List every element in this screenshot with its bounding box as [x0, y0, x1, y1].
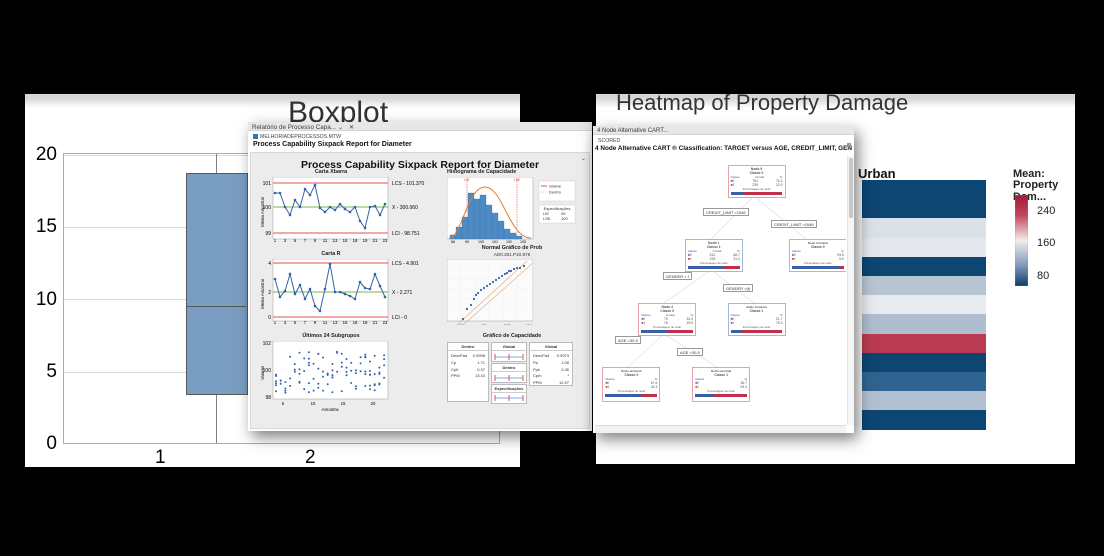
svg-text:18: 18 [353, 320, 358, 325]
svg-text:LCI - 0: LCI - 0 [392, 315, 407, 321]
svg-text:LIE: LIE [464, 178, 470, 182]
svg-text:15: 15 [343, 320, 348, 325]
svg-text:101: 101 [263, 181, 272, 187]
svg-text:15: 15 [341, 401, 346, 406]
svg-text:X - 2.271: X - 2.271 [392, 290, 413, 296]
svg-text:Dentro: Dentro [549, 190, 562, 195]
svg-text:100: 100 [504, 323, 511, 325]
svg-text:66: 66 [451, 240, 455, 243]
svg-text:X - 300.060: X - 300.060 [392, 205, 418, 211]
svg-text:Média Amostral: Média Amostral [261, 197, 265, 227]
svg-text:102: 102 [506, 240, 512, 243]
svg-text:4: 4 [268, 261, 271, 267]
svg-text:104: 104 [526, 323, 533, 325]
svg-text:23: 23 [383, 238, 388, 243]
svg-text:19: 19 [363, 320, 368, 325]
svg-text:15: 15 [343, 238, 348, 243]
svg-text:LCS - 4.901: LCS - 4.901 [392, 261, 419, 267]
svg-text:98: 98 [265, 395, 271, 401]
svg-text:11: 11 [323, 238, 328, 243]
svg-text:100: 100 [561, 216, 568, 221]
svg-text:LCS - 101.370: LCS - 101.370 [392, 181, 424, 187]
svg-text:LSE: LSE [514, 178, 521, 182]
svg-text:5: 5 [282, 401, 285, 406]
svg-text:Amostra: Amostra [321, 407, 339, 411]
svg-text:98: 98 [482, 323, 487, 325]
svg-text:Valores: Valores [261, 366, 265, 380]
svg-text:Média Amostral: Média Amostral [261, 279, 265, 309]
svg-text:100: 100 [478, 240, 484, 243]
svg-text:18: 18 [353, 238, 358, 243]
svg-text:99: 99 [265, 231, 271, 237]
svg-text:21: 21 [373, 238, 378, 243]
svg-text:96: 96 [459, 323, 464, 325]
svg-text:102: 102 [263, 341, 272, 347]
svg-text:11: 11 [323, 320, 328, 325]
svg-text:105: 105 [520, 240, 526, 243]
svg-text:99: 99 [465, 240, 469, 243]
svg-text:LCI - 98.751: LCI - 98.751 [392, 231, 420, 237]
svg-text:2: 2 [268, 290, 271, 296]
svg-text:101: 101 [492, 240, 498, 243]
svg-text:20: 20 [371, 401, 376, 406]
svg-text:Global: Global [549, 184, 561, 189]
svg-text:19: 19 [363, 238, 368, 243]
svg-text:21: 21 [373, 320, 378, 325]
svg-text:13: 13 [333, 238, 338, 243]
svg-text:LSE: LSE [543, 216, 551, 221]
svg-text:0: 0 [268, 315, 271, 321]
svg-text:23: 23 [383, 320, 388, 325]
svg-text:10: 10 [311, 401, 316, 406]
svg-text:13: 13 [333, 320, 338, 325]
